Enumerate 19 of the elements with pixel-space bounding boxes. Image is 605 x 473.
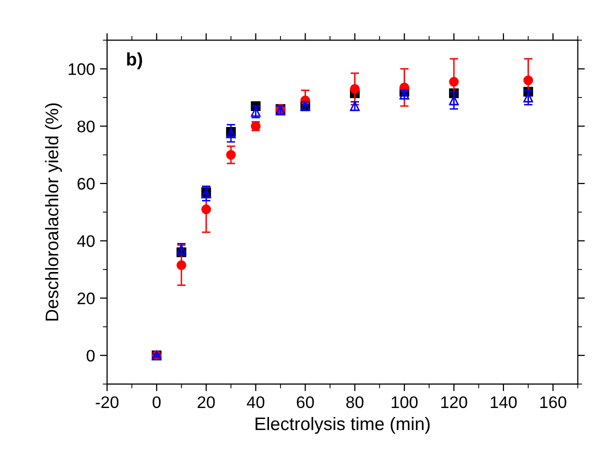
y-tick-label: 60: [78, 178, 95, 190]
x-tick-label: 80: [346, 396, 364, 408]
x-tick-label: 120: [441, 396, 468, 408]
x-tick-label: 60: [296, 396, 314, 408]
y-tick-label: 100: [68, 63, 95, 76]
x-tick-label: 40: [246, 396, 264, 408]
x-tick-label: 140: [490, 396, 517, 408]
y-tick-label: 40: [77, 235, 95, 247]
x-axis-title: Electrolysis time (min): [256, 416, 430, 434]
x-tick-label: 160: [540, 396, 566, 408]
y-tick-label: 20: [78, 292, 95, 304]
x-tick-label: 0: [152, 396, 161, 408]
x-tick-label: 20: [198, 396, 215, 408]
x-tick-label: 100: [392, 396, 418, 408]
x-tick-label: -20: [96, 396, 118, 408]
y-tick-label: 0: [86, 350, 95, 362]
y-tick-label: 80: [77, 120, 95, 132]
annotation: b): [127, 52, 142, 70]
y-axis-title: Deschloroalachlor yield (%): [45, 103, 62, 321]
